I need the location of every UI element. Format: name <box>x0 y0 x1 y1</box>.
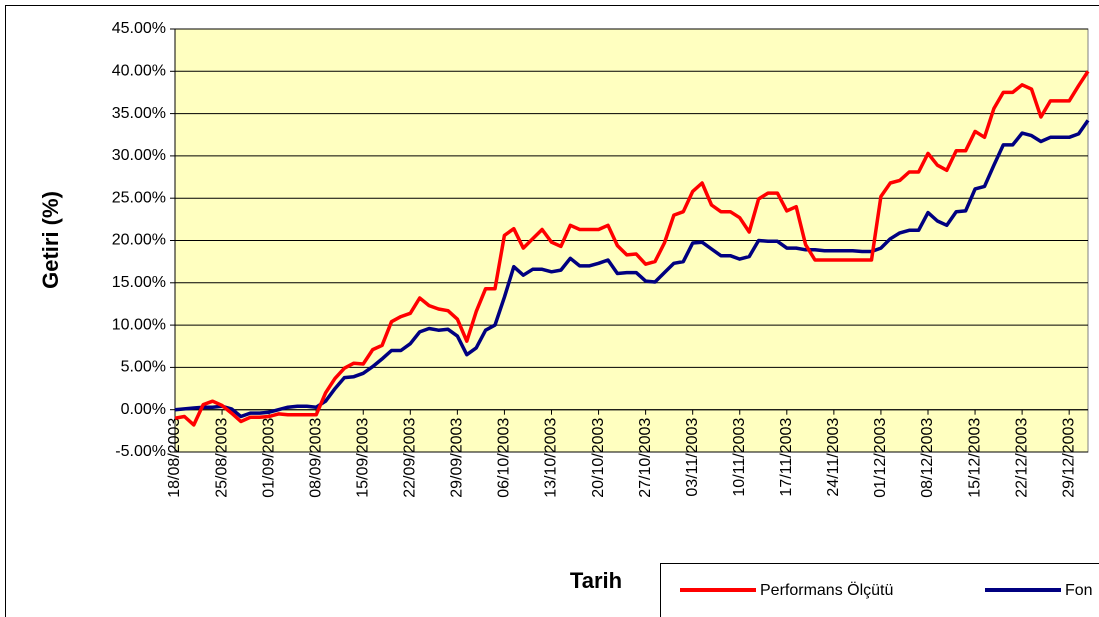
x-tick-label: 13/10/2003 <box>543 418 560 498</box>
y-axis-label: Getiri (%) <box>38 191 63 289</box>
series-line <box>174 70 1090 427</box>
x-tick-label: 17/11/2003 <box>778 418 795 497</box>
x-tick-label: 24/11/2003 <box>825 418 842 497</box>
x-tick-label: 20/10/2003 <box>590 418 607 498</box>
y-tick-label: 5.00% <box>121 359 166 376</box>
y-tick-label: 0.00% <box>121 401 166 418</box>
x-tick-label: 15/09/2003 <box>354 418 371 498</box>
x-tick-label: 03/11/2003 <box>684 418 701 497</box>
y-tick-label: 15.00% <box>112 274 166 291</box>
x-tick-label: 01/12/2003 <box>872 418 889 498</box>
x-tick-label: 18/08/2003 <box>166 418 183 498</box>
y-tick-label: 35.00% <box>112 105 166 122</box>
y-tick-label: 30.00% <box>112 147 166 164</box>
x-tick-label: 06/10/2003 <box>496 418 513 498</box>
x-tick-label: 08/12/2003 <box>919 418 936 498</box>
x-tick-label: 22/09/2003 <box>402 418 419 498</box>
x-tick-label: 01/09/2003 <box>260 418 277 498</box>
x-tick-label: 10/11/2003 <box>731 418 748 497</box>
y-tick-label: 40.00% <box>112 63 166 80</box>
x-tick-label: 22/12/2003 <box>1013 418 1030 498</box>
y-tick-label: 10.00% <box>112 316 166 333</box>
series-line <box>174 119 1090 419</box>
y-tick-label: 45.00% <box>112 20 166 37</box>
y-tick-label: -5.00% <box>115 443 166 460</box>
x-tick-label: 08/09/2003 <box>307 418 324 498</box>
legend-label: Performans Ölçütü <box>760 581 893 599</box>
x-tick-label: 25/08/2003 <box>213 418 230 498</box>
y-tick-label: 25.00% <box>112 189 166 206</box>
x-tick-label: 29/09/2003 <box>449 418 466 498</box>
x-tick-label: 29/12/2003 <box>1060 418 1077 498</box>
x-tick-label: 15/12/2003 <box>966 418 983 498</box>
x-tick-label: 27/10/2003 <box>637 418 654 498</box>
x-axis-label: Tarih <box>570 568 622 593</box>
y-tick-label: 20.00% <box>112 232 166 249</box>
legend-label: Fon <box>1065 582 1093 599</box>
